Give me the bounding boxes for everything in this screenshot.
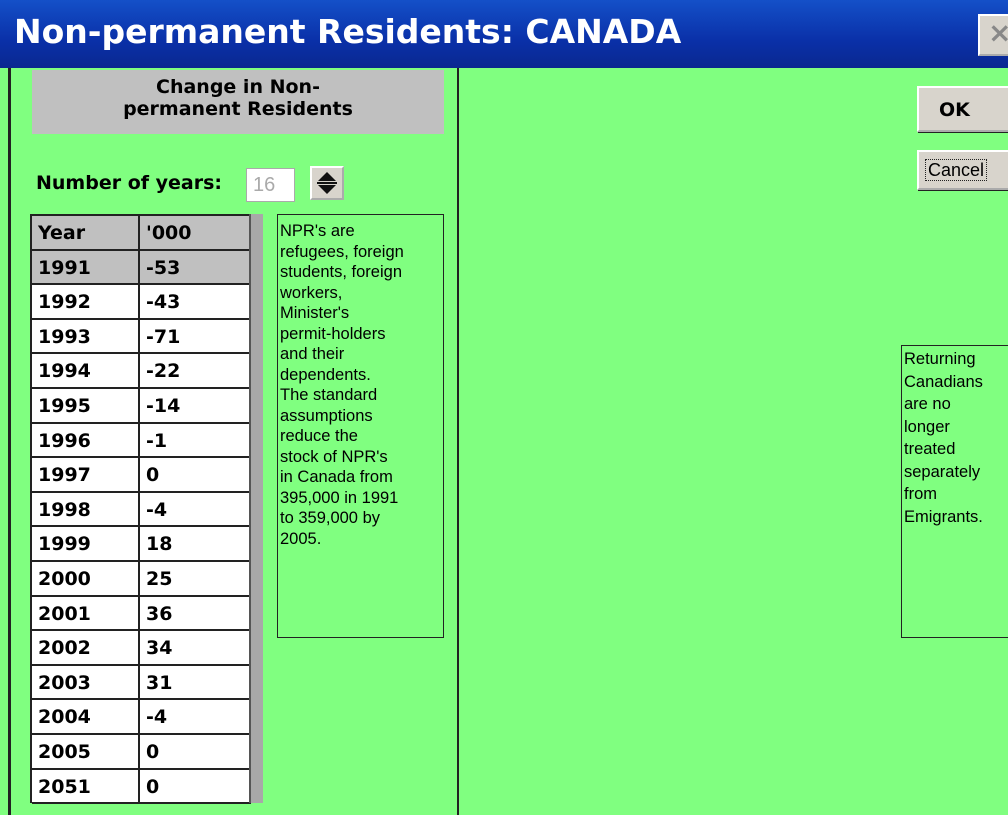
note-line: dependents. [280,365,371,384]
table-cell: 0 [140,735,251,770]
table-cell: 1993 [32,319,140,355]
table-cell: 0 [140,458,251,493]
table-cell: -1 [140,423,251,459]
note-line: students, foreign [280,263,402,281]
table-cell: 1994 [32,354,140,389]
column-header: Year [32,216,140,251]
table-cell: -71 [140,319,251,355]
side-note-line: separately [904,462,981,481]
table-cell: -4 [140,492,251,528]
note-line: in Canada from [280,468,393,486]
table-cell: 25 [140,562,251,597]
cancel-label: Cancel [925,159,988,181]
column-header: '000 [140,216,251,251]
side-note-line: Emigrants. [904,507,983,526]
spinner-icon [317,172,337,194]
side-note-line: Canadians [904,372,983,391]
side-note-line: are no [904,395,951,413]
note-line: 395,000 in 1991 [280,488,399,507]
table-cell: 1997 [32,458,140,493]
table-cell: -53 [140,250,251,286]
divider [457,68,459,815]
table-cell: 36 [140,596,251,632]
window-title: Non-permanent Residents: CANADA [14,12,682,51]
cancel-button[interactable]: Cancel [917,150,1008,190]
left-border [8,68,11,815]
side-note-line: from [904,485,937,503]
title-bar: Non-permanent Residents: CANADA × [0,0,1008,68]
side-note-line: longer [904,417,950,436]
note-line: refugees, foreign [280,242,404,261]
table-cell: 2003 [32,665,140,701]
table-cell: 1991 [32,250,140,286]
ok-button[interactable]: OK [917,86,1008,132]
side-note-line: Returning [904,350,976,368]
years-label: Number of years: [36,172,223,194]
table-cell: 2051 [32,769,140,805]
note-line: The standard [280,386,378,404]
table-cell: 2001 [32,596,140,632]
table-cell: 2004 [32,700,140,735]
scrollbar[interactable] [249,214,263,803]
table-cell: 2000 [32,562,140,597]
table-cell: -22 [140,354,251,389]
years-input[interactable]: 16 [246,168,295,202]
note-line: to 359,000 by [280,509,380,527]
close-button[interactable]: × [978,14,1008,56]
table-cell: 2002 [32,631,140,666]
table-cell: 1992 [32,285,140,320]
note-line: reduce the [280,427,358,445]
table-cell: 1995 [32,389,140,424]
table-cell: 1999 [32,527,140,562]
side-note: Returning Canadians are no longer treated sep… [901,345,1008,638]
table-cell: -14 [140,389,251,424]
note-line: 2005. [280,529,322,548]
note-line: and their [280,345,345,363]
table-cell: 1998 [32,492,140,528]
table-cell: 18 [140,527,251,562]
note-box: NPR's are refugees, foreign students, fore… [277,214,444,638]
table-cell: 0 [140,769,251,805]
table-cell: 2005 [32,735,140,770]
note-line: assumptions [280,406,373,425]
table-cell: 1996 [32,423,140,459]
spinner[interactable] [310,166,344,200]
table-cell: 34 [140,631,251,666]
note-line: permit-holders [280,324,386,343]
side-note-line: treated [904,440,956,458]
note-line: NPR's are [280,222,355,240]
note-line: workers, [280,283,343,302]
data-table: Year '000 1991 -53 1992 -43 1993 -71 1994 -22 1995… [30,214,263,805]
panel-heading: Change in Non-permanent Residents [32,70,444,134]
note-line: stock of NPR's [280,447,388,466]
table-cell: -43 [140,285,251,320]
table-cell: -4 [140,700,251,735]
note-line: Minister's [280,304,350,322]
table-cell: 31 [140,665,251,701]
